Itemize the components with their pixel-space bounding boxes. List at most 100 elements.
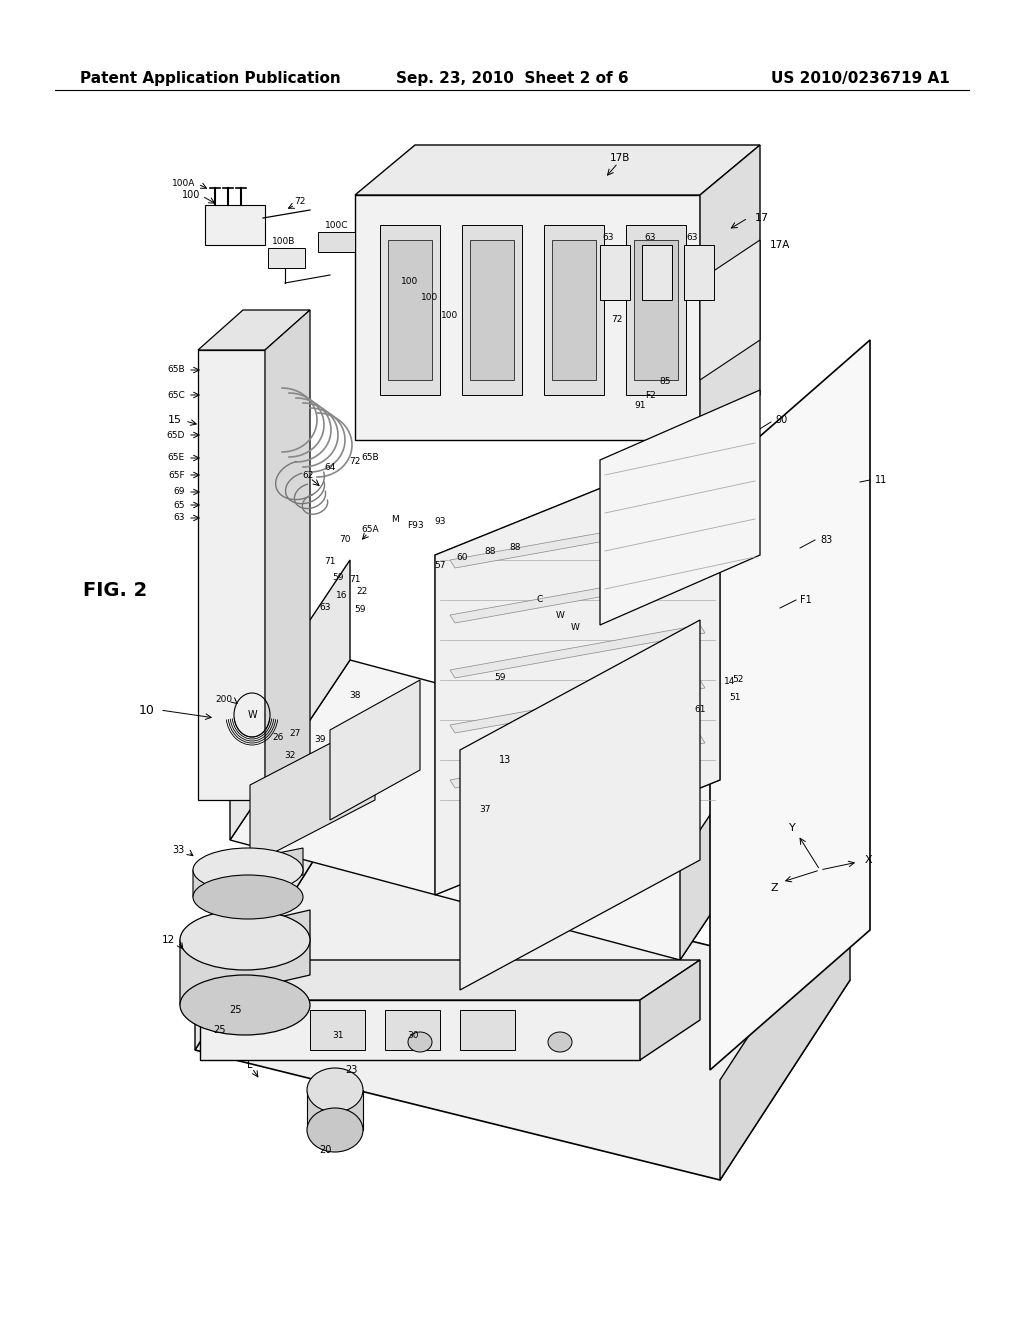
- Text: 51: 51: [729, 693, 740, 702]
- Text: 39: 39: [314, 735, 326, 744]
- Polygon shape: [180, 909, 310, 1005]
- Polygon shape: [195, 850, 850, 1180]
- Text: 64: 64: [325, 463, 336, 473]
- Text: 91: 91: [634, 400, 646, 409]
- Text: 25: 25: [214, 1026, 226, 1035]
- Text: 59: 59: [354, 606, 366, 615]
- Polygon shape: [450, 680, 705, 733]
- Polygon shape: [193, 847, 303, 898]
- Ellipse shape: [193, 875, 303, 919]
- Text: 90: 90: [775, 414, 787, 425]
- Text: 17: 17: [755, 213, 769, 223]
- Polygon shape: [230, 560, 350, 840]
- Text: 52: 52: [732, 676, 743, 685]
- Text: 65B: 65B: [361, 454, 379, 462]
- Text: Patent Application Publication: Patent Application Publication: [80, 70, 341, 86]
- Polygon shape: [268, 248, 305, 268]
- Polygon shape: [640, 960, 700, 1060]
- Polygon shape: [600, 246, 630, 300]
- Text: C: C: [537, 595, 543, 605]
- Text: 200: 200: [215, 696, 232, 705]
- Polygon shape: [330, 680, 420, 820]
- Polygon shape: [198, 350, 265, 800]
- Polygon shape: [700, 240, 760, 380]
- Text: 26: 26: [272, 734, 284, 742]
- Text: 72: 72: [349, 458, 360, 466]
- Polygon shape: [450, 515, 705, 568]
- Text: 10: 10: [139, 704, 155, 717]
- Text: 69: 69: [173, 487, 185, 496]
- Text: 93: 93: [434, 517, 445, 527]
- Text: 72: 72: [294, 198, 306, 206]
- Polygon shape: [700, 145, 760, 440]
- Polygon shape: [265, 310, 310, 800]
- Ellipse shape: [180, 975, 310, 1035]
- Polygon shape: [250, 719, 375, 865]
- Text: 65E: 65E: [168, 454, 185, 462]
- Polygon shape: [710, 341, 870, 1071]
- Text: 37: 37: [479, 805, 490, 814]
- Ellipse shape: [193, 847, 303, 892]
- Polygon shape: [642, 246, 672, 300]
- Text: 16: 16: [336, 590, 348, 599]
- Text: 100: 100: [401, 277, 419, 286]
- Text: Y: Y: [788, 822, 796, 833]
- Polygon shape: [355, 145, 760, 195]
- Polygon shape: [198, 310, 310, 350]
- Polygon shape: [460, 1010, 515, 1049]
- Polygon shape: [205, 205, 265, 246]
- Polygon shape: [634, 240, 678, 380]
- Text: 100B: 100B: [272, 238, 295, 247]
- Polygon shape: [355, 195, 700, 440]
- Ellipse shape: [307, 1068, 362, 1111]
- Text: 65D: 65D: [167, 430, 185, 440]
- Polygon shape: [388, 240, 432, 380]
- Text: 65: 65: [173, 500, 185, 510]
- Text: 17B: 17B: [610, 153, 630, 162]
- Text: 65C: 65C: [167, 391, 185, 400]
- Polygon shape: [600, 389, 760, 624]
- Text: 14: 14: [724, 677, 735, 686]
- Text: 33: 33: [173, 845, 185, 855]
- Text: 63: 63: [319, 603, 331, 612]
- Polygon shape: [385, 1010, 440, 1049]
- Text: 65F: 65F: [168, 470, 185, 479]
- Text: 100A: 100A: [172, 178, 195, 187]
- Text: 15: 15: [168, 414, 182, 425]
- Text: 32: 32: [285, 751, 296, 759]
- Polygon shape: [200, 1001, 640, 1060]
- Text: M: M: [391, 516, 399, 524]
- Text: 63: 63: [602, 234, 613, 242]
- Text: 61: 61: [694, 705, 706, 714]
- Text: 27: 27: [290, 729, 301, 738]
- Text: F1: F1: [800, 595, 812, 605]
- Text: Sep. 23, 2010  Sheet 2 of 6: Sep. 23, 2010 Sheet 2 of 6: [395, 70, 629, 86]
- Polygon shape: [460, 620, 700, 990]
- Text: 100: 100: [441, 310, 459, 319]
- Ellipse shape: [180, 909, 310, 970]
- Text: 31: 31: [332, 1031, 344, 1040]
- Polygon shape: [200, 960, 700, 1001]
- Polygon shape: [450, 570, 705, 623]
- Polygon shape: [310, 1010, 365, 1049]
- Text: Z: Z: [770, 883, 778, 894]
- Text: 25: 25: [228, 1005, 242, 1015]
- Text: 65B: 65B: [167, 366, 185, 375]
- Ellipse shape: [408, 1032, 432, 1052]
- Polygon shape: [318, 232, 355, 252]
- Text: 63: 63: [644, 234, 655, 242]
- Text: X: X: [864, 855, 871, 865]
- Text: W: W: [247, 710, 257, 719]
- Text: 17A: 17A: [770, 240, 791, 249]
- Polygon shape: [684, 246, 714, 300]
- Polygon shape: [552, 240, 596, 380]
- Text: 71: 71: [325, 557, 336, 566]
- Text: 63: 63: [173, 513, 185, 523]
- Text: FIG. 2: FIG. 2: [83, 581, 147, 599]
- Text: 88: 88: [484, 548, 496, 557]
- Text: L: L: [247, 1060, 253, 1071]
- Polygon shape: [544, 224, 604, 395]
- Text: 11: 11: [874, 475, 887, 484]
- Text: 59: 59: [332, 573, 344, 582]
- Text: F2: F2: [645, 391, 655, 400]
